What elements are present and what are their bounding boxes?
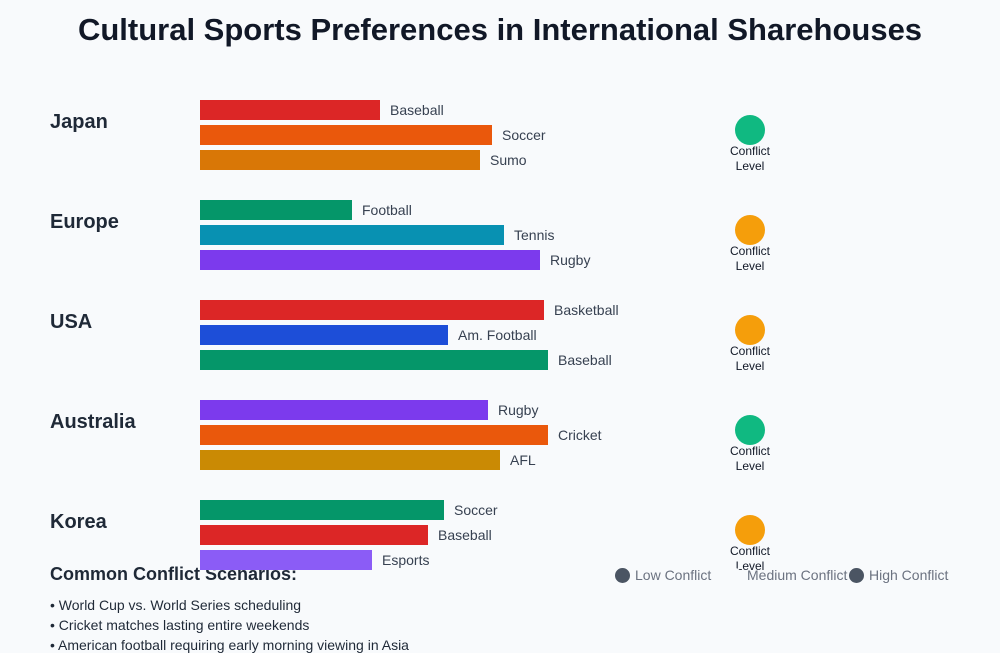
conflict-label: Conflict Level: [729, 444, 770, 473]
conflict-dot: [735, 315, 765, 345]
bar: [200, 325, 448, 345]
region-label: USA: [50, 311, 93, 333]
bar-label: Tennis: [514, 227, 555, 243]
title: Cultural Sports Preferences in Internati…: [77, 12, 923, 47]
bar-label: Rugby: [498, 402, 539, 418]
conflict-dot: [735, 215, 765, 245]
conflict-label: Conflict Level: [729, 344, 770, 373]
conflict-dot: [735, 515, 765, 545]
legend-dot: [727, 568, 742, 583]
bar-label: Baseball: [438, 527, 492, 543]
legend-label: Medium Conflict: [747, 567, 848, 583]
region-label: Australia: [50, 411, 136, 433]
bar-label: Basketball: [554, 302, 619, 318]
bar: [200, 550, 372, 570]
bar: [200, 350, 548, 370]
conflict-label: Conflict Level: [729, 244, 770, 273]
legend-dot: [615, 568, 630, 583]
scenario-item: • Cricket matches lasting entire weekend…: [50, 617, 310, 633]
bar: [200, 150, 480, 170]
bar-label: Football: [362, 202, 412, 218]
legend-label: High Conflict: [869, 567, 949, 583]
scenario-item: • American football requiring early morn…: [50, 637, 409, 653]
bar-label: Baseball: [558, 352, 612, 368]
scenario-item: • World Cup vs. World Series scheduling: [50, 597, 302, 613]
bar: [200, 250, 540, 270]
conflict-dot: [735, 415, 765, 445]
region-label: Japan: [50, 111, 108, 133]
bar-label: Esports: [382, 552, 430, 568]
region-label: Europe: [50, 211, 119, 233]
bar: [200, 425, 548, 445]
bar-label: Sumo: [490, 152, 527, 168]
bar: [200, 225, 504, 245]
bar: [200, 400, 488, 420]
bar-label: Soccer: [454, 502, 498, 518]
bar-label: Cricket: [558, 427, 602, 443]
bar-label: Rugby: [550, 252, 591, 268]
bar: [200, 100, 380, 120]
legend-dot: [849, 568, 864, 583]
conflict-label: Conflict Level: [729, 144, 770, 173]
legend-label: Low Conflict: [635, 567, 712, 583]
bar: [200, 125, 492, 145]
bar-label: Am. Football: [458, 327, 537, 343]
conflict-dot: [735, 115, 765, 145]
bar: [200, 200, 352, 220]
bar: [200, 300, 544, 320]
region-label: Korea: [50, 511, 107, 533]
bar-label: Soccer: [502, 127, 546, 143]
bar-label: AFL: [510, 452, 536, 468]
bar: [200, 450, 500, 470]
conflict-label: Conflict Level: [729, 544, 770, 573]
bar: [200, 500, 444, 520]
bar: [200, 525, 428, 545]
bar-label: Baseball: [390, 102, 444, 118]
